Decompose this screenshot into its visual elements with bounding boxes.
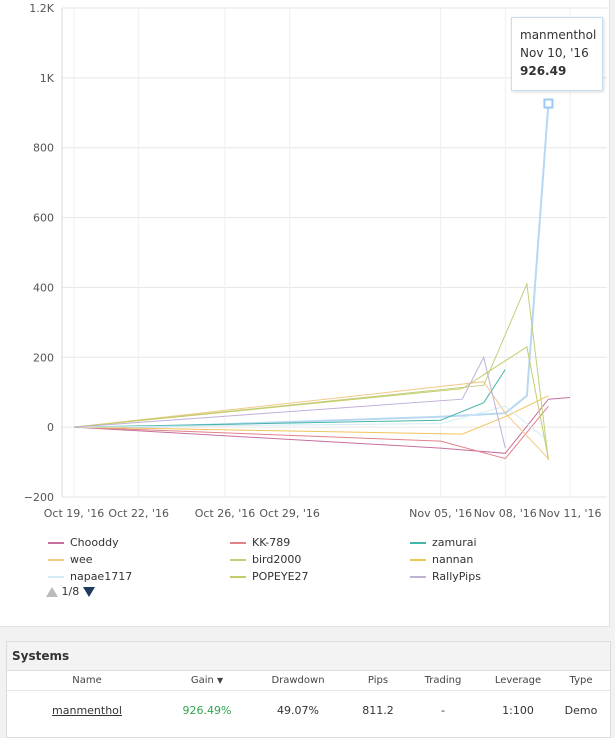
legend-item-bird2000[interactable]: bird2000	[230, 553, 301, 566]
series-line-wee	[73, 381, 549, 459]
series-line-nannan	[73, 395, 549, 435]
x-tick-label: Oct 29, '16	[259, 507, 320, 520]
series-line-popeye27	[73, 345, 549, 459]
legend-item-wee[interactable]: wee	[48, 553, 93, 566]
legend-label: wee	[70, 553, 93, 566]
x-tick-label: Oct 22, '16	[108, 507, 169, 520]
col-header-gain[interactable]: Gain ▼	[182, 675, 232, 686]
legend-label: napae1717	[70, 570, 133, 583]
legend-pager: 1/8	[46, 585, 95, 598]
legend-label: bird2000	[252, 553, 302, 566]
legend-item-popeye27[interactable]: POPEYE27	[230, 570, 309, 583]
series-line-napae1717	[73, 405, 549, 442]
x-tick-label: Nov 05, '16	[409, 507, 472, 520]
legend-item-zamurai[interactable]: zamurai	[410, 536, 477, 549]
legend-item-rallypips[interactable]: RallyPips	[410, 570, 481, 583]
page-up-icon[interactable]	[46, 587, 58, 597]
legend-label: zamurai	[432, 536, 477, 549]
legend-label: KK-789	[252, 536, 291, 549]
system-name-link[interactable]: manmenthol	[52, 704, 122, 717]
system-type: Demo	[564, 704, 598, 717]
y-tick-label: 600	[33, 212, 54, 225]
series-line-rallypips	[73, 355, 506, 449]
y-tick-label: 0	[47, 421, 54, 434]
x-tick-label: Nov 11, '16	[539, 507, 602, 520]
legend-item-chooddy[interactable]: Chooddy	[48, 536, 119, 549]
system-drawdown: 49.07%	[277, 704, 319, 717]
system-leverage: 1:100	[502, 704, 534, 717]
series-line-bird2000	[73, 281, 549, 461]
chart-tooltip: manmenthol Nov 10, '16 926.49	[511, 17, 603, 91]
legend-item-napae1717[interactable]: napae1717	[48, 570, 132, 583]
legend-item-nannan[interactable]: nannan	[410, 553, 473, 566]
col-header-trading[interactable]: Trading	[424, 675, 462, 686]
tooltip-date: Nov 10, '16	[520, 46, 589, 60]
col-header-pips[interactable]: Pips	[367, 675, 389, 686]
col-header-name[interactable]: Name	[72, 675, 102, 686]
x-tick-label: Nov 08, '16	[474, 507, 537, 520]
legend-page-indicator: 1/8	[61, 585, 80, 598]
header-divider	[7, 690, 610, 691]
systems-title: Systems	[7, 642, 610, 671]
legend-item-kk-789[interactable]: KK-789	[230, 536, 290, 549]
highlight-point	[543, 98, 554, 109]
sort-desc-icon: ▼	[217, 676, 224, 685]
series-line-chooddy	[73, 397, 571, 454]
col-header-type[interactable]: Type	[569, 675, 593, 686]
series-line-zamurai	[73, 369, 506, 428]
chart-legend: Chooddy KK-789 zamurai wee bird2000 nann…	[44, 536, 604, 584]
x-tick-label: Oct 26, '16	[195, 507, 256, 520]
line-chart: 1.2K 1K 800 600 400 200 0 −200 Oct 19, '16 Oct 22…	[24, 2, 607, 520]
system-gain: 926.49%	[182, 704, 232, 717]
legend-label: RallyPips	[432, 570, 481, 583]
systems-panel: Systems Name Gain ▼ Drawdown Pips Tradin…	[6, 641, 611, 738]
y-tick-label: −200	[24, 491, 54, 504]
tooltip-value: 926.49	[520, 64, 567, 78]
y-tick-label: 800	[33, 142, 54, 155]
page-down-icon[interactable]	[82, 587, 95, 597]
system-pips: 811.2	[362, 704, 394, 717]
col-header-gain-label: Gain	[190, 675, 214, 686]
col-header-drawdown[interactable]: Drawdown	[271, 675, 325, 686]
legend-label: POPEYE27	[252, 570, 309, 583]
legend-label: Chooddy	[70, 536, 119, 549]
tooltip-series: manmenthol	[520, 28, 597, 42]
col-header-leverage[interactable]: Leverage	[494, 675, 542, 686]
y-tick-label: 1K	[40, 72, 55, 85]
series-line-kk-789	[73, 405, 549, 460]
legend-label: nannan	[432, 553, 474, 566]
system-trading: -	[441, 704, 445, 717]
x-tick-label: Oct 19, '16	[44, 507, 105, 520]
y-tick-label: 400	[33, 281, 54, 294]
y-tick-label: 1.2K	[29, 2, 54, 15]
y-tick-label: 200	[33, 351, 54, 364]
chart-panel: 1.2K 1K 800 600 400 200 0 −200 Oct 19, '16 Oct 22…	[0, 0, 610, 627]
